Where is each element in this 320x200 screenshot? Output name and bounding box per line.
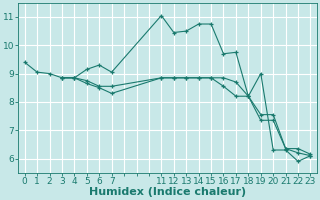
X-axis label: Humidex (Indice chaleur): Humidex (Indice chaleur) xyxy=(89,187,246,197)
